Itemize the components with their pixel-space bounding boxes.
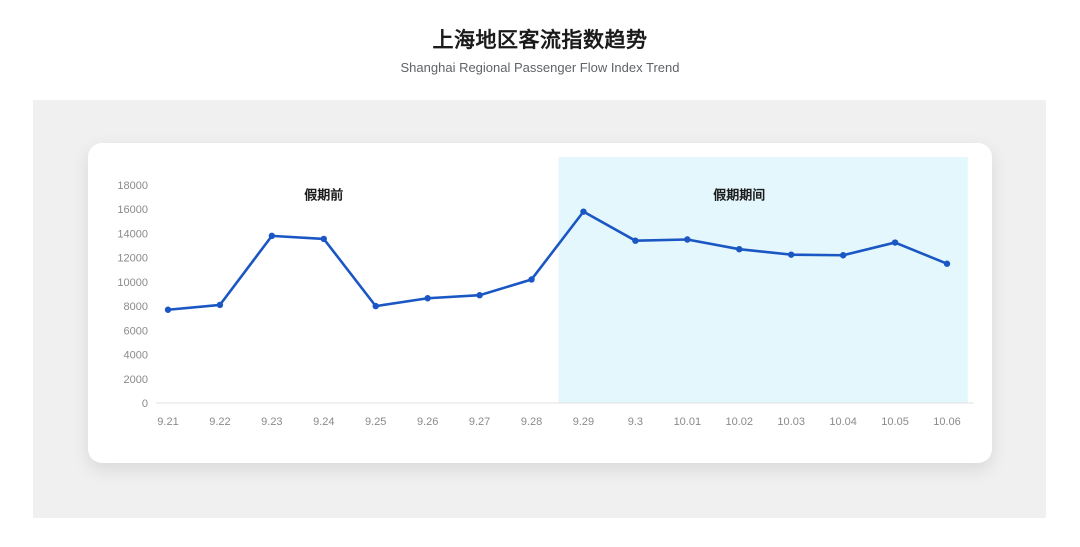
x-tick-label: 9.3 [628,416,643,428]
x-tick-label: 10.02 [726,416,754,428]
data-point-marker [268,232,276,240]
x-tick-label: 9.26 [417,416,438,428]
data-point-marker [580,208,587,215]
y-axis-tick-labels: 0 2000 4000 6000 8000 10000 12000 14000 16000 180… [117,180,148,410]
x-tick-label: 9.21 [157,416,178,428]
data-point-marker [476,292,483,299]
y-tick-label: 2000 [124,374,148,386]
x-tick-label: 10.04 [829,416,857,428]
y-tick-label: 4000 [124,350,148,362]
y-tick-label: 14000 [117,228,148,240]
data-point-marker [684,236,691,243]
x-axis-tick-labels: 9.21 9.22 9.23 9.24 9.25 9.26 9.27 9.28 9.29 9.3 1… [157,416,960,428]
page-subtitle: Shanghai Regional Passenger Flow Index T… [400,60,680,75]
data-point-marker [632,237,639,244]
holiday-band-rect [558,157,968,403]
x-tick-label: 10.03 [777,416,805,428]
y-tick-label: 12000 [117,253,148,265]
plot-area: 0 2000 4000 6000 8000 10000 12000 14000 16000 180… [88,143,992,463]
page-title: 上海地区客流指数趋势 [432,29,648,52]
y-tick-label: 16000 [117,204,148,216]
x-tick-label: 9.25 [365,416,386,428]
data-point-marker [320,235,327,243]
data-point-marker [216,301,224,309]
x-tick-label: 10.06 [933,416,961,428]
data-point-marker [788,251,795,258]
x-tick-label: 9.29 [573,416,594,428]
data-point-marker [839,252,847,259]
chart-header: 上海地区客流指数趋势 Shanghai Regional Passenger F… [0,0,1080,78]
x-tick-label: 9.27 [469,416,490,428]
y-tick-label: 0 [142,398,148,410]
holiday-shaded-region [558,157,968,403]
x-tick-label: 10.05 [881,416,909,428]
x-tick-label: 10.01 [674,416,702,428]
data-series-line [166,210,949,312]
data-point-marker [164,306,172,313]
data-point-marker [943,260,951,267]
chart-panel-background: 0 2000 4000 6000 8000 10000 12000 14000 16000 180… [33,100,1046,518]
x-tick-label: 9.23 [261,416,282,428]
x-tick-label: 9.28 [521,416,542,428]
line-chart-svg: 0 2000 4000 6000 8000 10000 12000 14000 16000 180… [117,157,974,428]
y-tick-label: 10000 [117,277,148,289]
chart-annotations: 假期前 假期期间 [304,188,765,203]
data-point-markers [164,208,951,313]
chart-card: 0 2000 4000 6000 8000 10000 12000 14000 16000 180… [88,143,992,463]
chart-annotation-label: 假期前 [304,188,343,203]
data-point-marker [372,302,379,310]
y-tick-label: 6000 [124,325,148,337]
data-point-marker [891,239,899,246]
data-point-marker [528,276,535,283]
y-tick-label: 18000 [117,180,148,192]
y-tick-label: 8000 [124,301,148,313]
x-tick-label: 9.22 [209,416,230,428]
x-tick-label: 9.24 [313,416,334,428]
chart-annotation-label: 假期期间 [713,188,765,203]
data-point-marker [424,295,431,302]
data-point-marker [736,245,743,253]
